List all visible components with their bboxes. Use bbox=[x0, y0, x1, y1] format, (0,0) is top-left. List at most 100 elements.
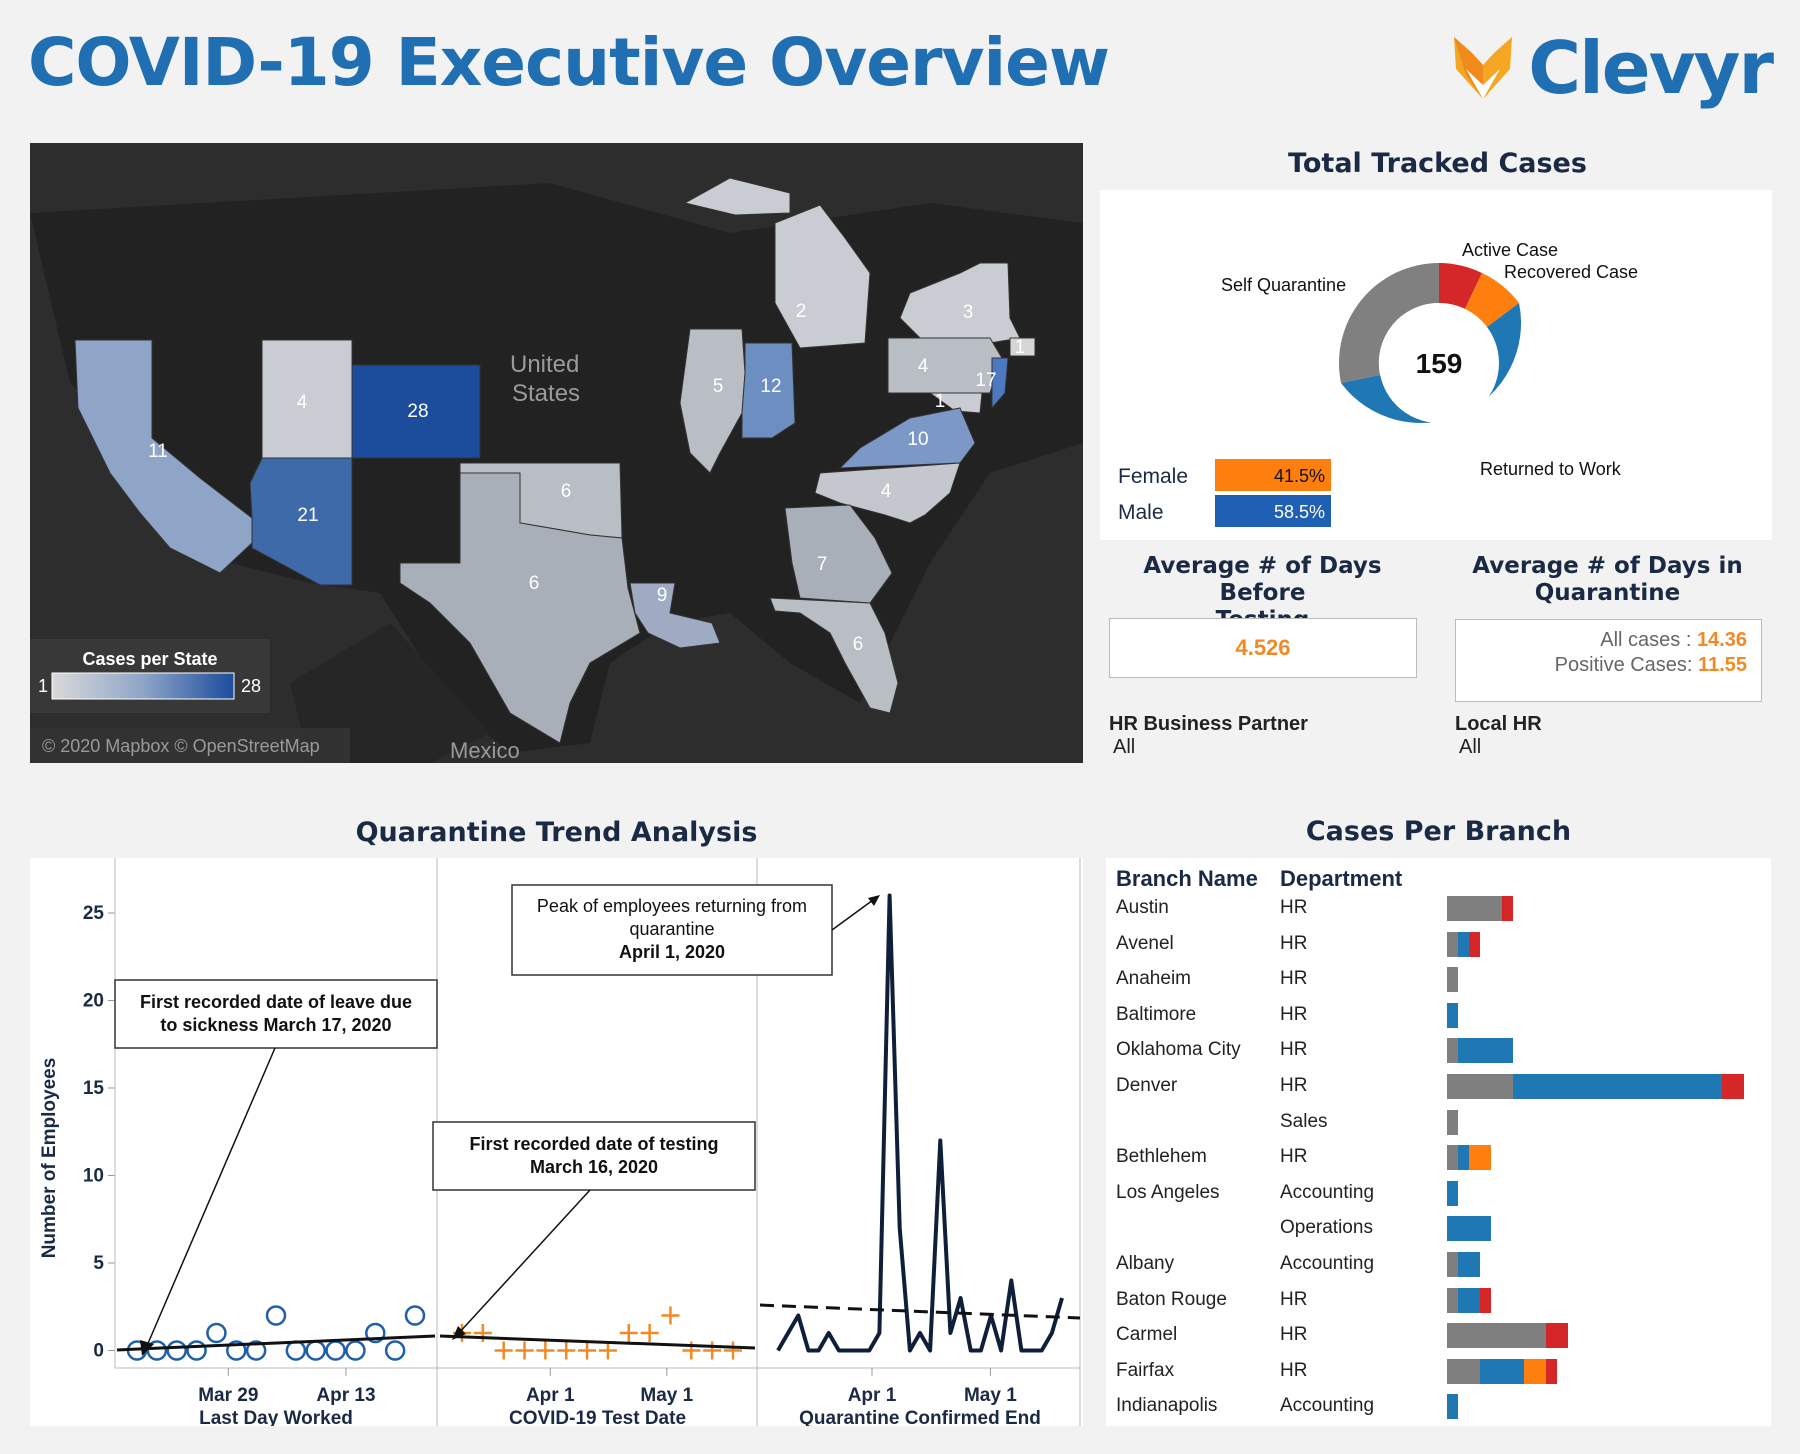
state-florida[interactable] bbox=[769, 597, 899, 714]
state-connecticut[interactable] bbox=[1009, 337, 1036, 357]
branch-bar-segment-returned[interactable] bbox=[1513, 1074, 1722, 1099]
scatter-point-last-day[interactable] bbox=[166, 1340, 187, 1361]
branch-bar-segment-self[interactable] bbox=[1447, 967, 1458, 993]
scatter-point-last-day[interactable] bbox=[345, 1340, 366, 1361]
branch-bar-segment-self[interactable] bbox=[1447, 1252, 1458, 1277]
state-michigan-up[interactable] bbox=[683, 177, 791, 216]
branch-bar[interactable] bbox=[1447, 1216, 1491, 1242]
branch-bar-segment-self[interactable] bbox=[1447, 896, 1502, 921]
branch-bar-segment-self[interactable] bbox=[1447, 1109, 1458, 1135]
state-colorado[interactable] bbox=[351, 364, 481, 459]
state-maryland[interactable] bbox=[928, 392, 983, 414]
scatter-point-last-day[interactable] bbox=[146, 1340, 168, 1361]
branch-bar[interactable] bbox=[1447, 896, 1513, 921]
scatter-point-last-day[interactable] bbox=[365, 1322, 386, 1344]
scatter-point-test-date[interactable] bbox=[724, 1341, 742, 1360]
state-texas[interactable] bbox=[399, 472, 641, 744]
scatter-point-test-date[interactable] bbox=[703, 1341, 722, 1360]
branch-bar-segment-self[interactable] bbox=[1447, 1074, 1513, 1099]
scatter-point-test-date[interactable] bbox=[640, 1324, 659, 1342]
trend-chart[interactable]: Number of Employees 0 5 10 15 20 25 Mar 29 Apr… bbox=[30, 858, 1083, 1429]
branch-bar[interactable] bbox=[1447, 1038, 1513, 1064]
branch-bar[interactable] bbox=[1447, 1323, 1568, 1349]
branch-bar-segment-self[interactable] bbox=[1447, 1145, 1458, 1171]
gender-bar-male[interactable] bbox=[1215, 495, 1331, 527]
scatter-point-last-day[interactable] bbox=[384, 1340, 406, 1361]
branch-bar[interactable] bbox=[1447, 1287, 1491, 1313]
scatter-point-test-date[interactable] bbox=[557, 1341, 576, 1360]
branch-bar[interactable] bbox=[1447, 1109, 1458, 1135]
branch-bar[interactable] bbox=[1447, 931, 1480, 957]
scatter-point-last-day[interactable] bbox=[206, 1322, 227, 1344]
map-canvas[interactable]: 11 4 28 21 6 6 9 5 12 2 3 4 1 17 1 10 4 … bbox=[30, 143, 1083, 763]
donut-self-quarantine[interactable] bbox=[1338, 263, 1439, 383]
state-indiana[interactable] bbox=[741, 342, 796, 439]
branch-bar-segment-recovered[interactable] bbox=[1524, 1358, 1546, 1384]
branch-bar-segment-active[interactable] bbox=[1469, 931, 1480, 957]
state-new-jersey[interactable] bbox=[991, 357, 1009, 410]
scatter-point-last-day[interactable] bbox=[305, 1340, 326, 1361]
state-north-carolina[interactable] bbox=[814, 462, 961, 524]
branch-bar-segment-returned[interactable] bbox=[1447, 1216, 1491, 1242]
scatter-point-test-date[interactable] bbox=[515, 1341, 534, 1360]
branch-bar-segment-self[interactable] bbox=[1447, 1287, 1458, 1313]
branch-bar-segment-recovered[interactable] bbox=[1469, 1145, 1491, 1171]
scatter-point-last-day[interactable] bbox=[404, 1305, 426, 1326]
scatter-point-test-date[interactable] bbox=[578, 1341, 597, 1360]
branch-bar-segment-returned[interactable] bbox=[1458, 1038, 1513, 1064]
branch-bar-segment-self[interactable] bbox=[1447, 1323, 1546, 1349]
filter-value[interactable]: All bbox=[1113, 736, 1136, 758]
scatter-point-last-day[interactable] bbox=[325, 1340, 346, 1361]
branch-bar-segment-returned[interactable] bbox=[1458, 1287, 1480, 1313]
filter-value[interactable]: All bbox=[1459, 736, 1482, 758]
state-virginia[interactable] bbox=[838, 407, 976, 469]
branch-bar-segment-self[interactable] bbox=[1447, 1038, 1458, 1064]
branch-bar[interactable] bbox=[1447, 1180, 1458, 1206]
series-line-quarantine-end[interactable] bbox=[776, 893, 1064, 1353]
branch-bar[interactable] bbox=[1447, 967, 1458, 993]
branch-bar[interactable] bbox=[1447, 1002, 1458, 1028]
state-michigan[interactable] bbox=[774, 204, 871, 349]
scatter-point-last-day[interactable] bbox=[226, 1340, 247, 1361]
state-louisiana[interactable] bbox=[629, 582, 721, 649]
filter-hr-business-partner[interactable]: HR Business Partner All bbox=[1109, 713, 1308, 759]
scatter-point-test-date[interactable] bbox=[598, 1341, 617, 1360]
donut-recovered[interactable] bbox=[1465, 273, 1519, 327]
branch-bar-segment-returned[interactable] bbox=[1480, 1358, 1524, 1384]
branch-bar-segment-active[interactable] bbox=[1546, 1323, 1568, 1349]
scatter-point-test-date[interactable] bbox=[494, 1341, 513, 1360]
branch-bar-segment-returned[interactable] bbox=[1458, 1252, 1480, 1277]
scatter-point-test-date[interactable] bbox=[619, 1324, 638, 1342]
branch-bar-segment-returned[interactable] bbox=[1447, 1394, 1458, 1420]
filter-local-hr[interactable]: Local HR All bbox=[1455, 713, 1542, 759]
branch-bar-segment-returned[interactable] bbox=[1458, 931, 1469, 957]
scatter-point-test-date[interactable] bbox=[536, 1341, 555, 1360]
scatter-point-last-day[interactable] bbox=[285, 1340, 307, 1361]
state-georgia[interactable] bbox=[784, 504, 893, 604]
branch-bar-segment-active[interactable] bbox=[1722, 1074, 1744, 1099]
branch-bar-segment-active[interactable] bbox=[1502, 896, 1513, 921]
gender-bar-female[interactable] bbox=[1215, 459, 1331, 491]
branch-bar[interactable] bbox=[1447, 1145, 1491, 1171]
state-new-york[interactable] bbox=[899, 262, 1021, 344]
branch-bar-segment-returned[interactable] bbox=[1447, 1180, 1458, 1206]
branch-bar-segment-active[interactable] bbox=[1546, 1358, 1557, 1384]
donut-chart[interactable]: 159 Active Case Recovered Case Self Quar… bbox=[1100, 190, 1772, 540]
branch-bar[interactable] bbox=[1447, 1358, 1557, 1384]
map-attribution[interactable]: © 2020 Mapbox © OpenStreetMap bbox=[42, 736, 320, 756]
branch-bar[interactable] bbox=[1447, 1074, 1744, 1099]
scatter-point-last-day[interactable] bbox=[186, 1340, 207, 1361]
scatter-point-last-day[interactable] bbox=[245, 1340, 267, 1361]
scatter-point-last-day[interactable] bbox=[265, 1305, 287, 1326]
branch-bar-segment-returned[interactable] bbox=[1458, 1145, 1469, 1171]
branch-bar[interactable] bbox=[1447, 1394, 1458, 1420]
state-california[interactable] bbox=[74, 339, 253, 574]
branch-bar-segment-self[interactable] bbox=[1447, 1358, 1480, 1384]
branch-bar[interactable] bbox=[1447, 1252, 1480, 1277]
cases-map[interactable]: 11 4 28 21 6 6 9 5 12 2 3 4 1 17 1 10 4 … bbox=[30, 143, 1083, 763]
branch-bar-segment-returned[interactable] bbox=[1447, 1002, 1458, 1028]
donut-active[interactable] bbox=[1439, 263, 1482, 309]
branch-bar-segment-self[interactable] bbox=[1447, 931, 1458, 957]
state-illinois[interactable] bbox=[679, 328, 746, 474]
state-arizona[interactable] bbox=[249, 457, 353, 586]
